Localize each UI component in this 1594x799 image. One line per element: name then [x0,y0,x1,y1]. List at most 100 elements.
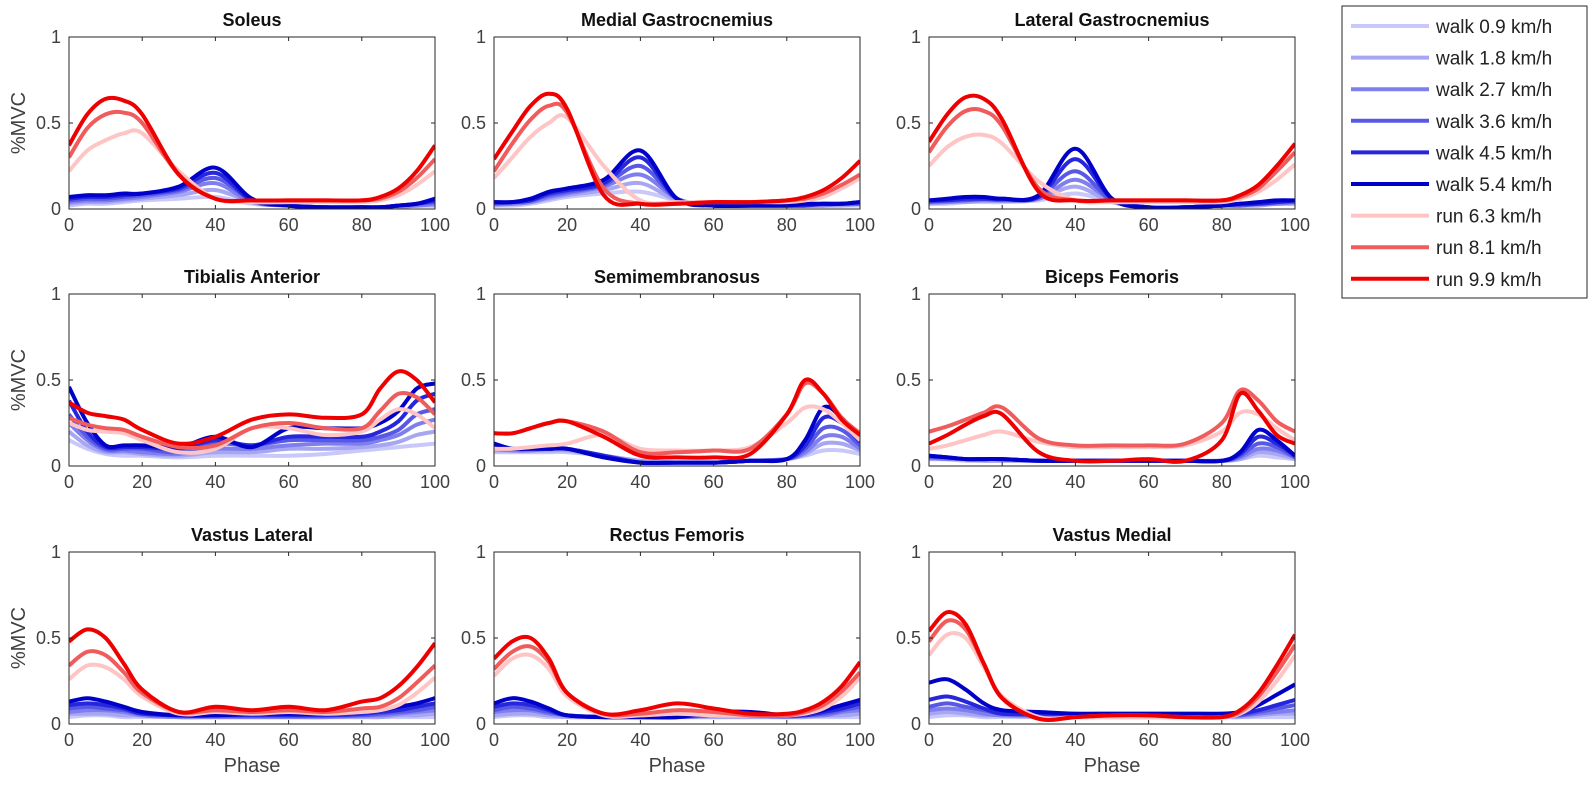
legend-label: run 9.9 km/h [1436,270,1542,291]
subplot-title: Vastus Medial [1052,525,1171,545]
legend-label: run 8.1 km/h [1436,238,1542,259]
subplot-title: Rectus Femoris [609,525,744,545]
y-tick-label: 0.5 [461,370,486,390]
x-tick-label: 80 [1212,215,1232,235]
series-line-run-9-9-km-h [929,93,1295,204]
legend-item: run 9.9 km/h [1351,270,1542,291]
x-tick-label: 40 [630,472,650,492]
x-tick-label: 80 [352,215,372,235]
x-tick-label: 100 [1280,730,1310,750]
y-tick-label: 1 [911,27,921,47]
x-tick-label: 60 [279,472,299,492]
subplot-vastus-lateral: 0 20 40 60 80 100 0 0.5 1 Vastus Lateral %MVC Phase [8,525,450,777]
subplot-title: Biceps Femoris [1045,267,1179,287]
y-tick-label: 0 [911,199,921,219]
x-tick-label: 80 [352,730,372,750]
y-tick-label: 0.5 [36,113,61,133]
x-tick-label: 20 [992,215,1012,235]
x-tick-label: 0 [64,215,74,235]
x-tick-label: 60 [704,730,724,750]
x-tick-label: 100 [420,215,450,235]
series-line-run-6-3-km-h [494,652,860,719]
x-tick-label: 80 [352,472,372,492]
y-tick-label: 1 [476,542,486,562]
plot-area [929,552,1295,724]
y-tick-label: 0.5 [896,370,921,390]
x-tick-label: 60 [1139,472,1159,492]
subplot-tibialis-anterior: 0 20 40 60 80 100 0 0.5 1 Tibialis Anterior %MVC [8,267,450,492]
subplot-title: Tibialis Anterior [184,267,320,287]
x-tick-label: 0 [489,472,499,492]
y-tick-label: 0 [911,456,921,476]
y-tick-label: 1 [51,284,61,304]
y-tick-label: 1 [476,27,486,47]
series-line-run-8-1-km-h [929,387,1295,448]
x-tick-label: 20 [992,472,1012,492]
x-tick-label: 40 [205,215,225,235]
series-line-run-9-9-km-h [494,634,860,717]
x-tick-label: 40 [1065,730,1085,750]
plot-area [494,294,860,466]
x-tick-label: 0 [924,215,934,235]
plot-area [929,37,1295,209]
y-tick-label: 0.5 [461,113,486,133]
x-tick-label: 40 [1065,215,1085,235]
x-tick-label: 100 [845,215,875,235]
x-tick-label: 40 [630,215,650,235]
x-tick-label: 0 [489,215,499,235]
series-line-walk-5-4-km-h [494,148,860,209]
y-tick-label: 1 [51,542,61,562]
subplot-title: Soleus [222,10,281,30]
y-tick-label: 0.5 [36,370,61,390]
series-line-run-9-9-km-h [929,390,1295,464]
x-tick-label: 60 [279,730,299,750]
legend-label: run 6.3 km/h [1436,207,1542,228]
x-tick-label: 100 [845,730,875,750]
x-tick-label: 20 [132,215,152,235]
x-tick-label: 20 [557,730,577,750]
y-tick-label: 1 [476,284,486,304]
y-tick-label: 0.5 [36,628,61,648]
plot-area [494,37,860,209]
subplot-rectus-femoris: 0 20 40 60 80 100 0 0.5 1 Rectus Femoris Phase [461,525,875,777]
x-tick-label: 0 [489,730,499,750]
y-axis-label: %MVC [8,349,30,411]
legend-label: walk 3.6 km/h [1435,112,1552,133]
series-line-run-8-1-km-h [69,390,435,450]
x-tick-label: 20 [992,730,1012,750]
subplot-title: Lateral Gastrocnemius [1014,10,1209,30]
y-tick-label: 0.5 [896,628,921,648]
legend-label: walk 5.4 km/h [1435,175,1552,196]
legend-item: walk 2.7 km/h [1351,80,1552,101]
x-tick-label: 20 [557,472,577,492]
x-tick-label: 0 [924,472,934,492]
x-tick-label: 100 [1280,472,1310,492]
legend-label: walk 1.8 km/h [1435,49,1552,70]
x-tick-label: 0 [924,730,934,750]
x-axis-label: Phase [649,755,706,777]
subplot-vastus-medial: 0 20 40 60 80 100 0 0.5 1 Vastus Medial Phase [896,525,1310,777]
x-tick-label: 0 [64,730,74,750]
series-line-walk-5-4-km-h [494,404,860,465]
x-axis-label: Phase [1084,755,1141,777]
x-tick-label: 80 [777,472,797,492]
x-tick-label: 100 [420,472,450,492]
subplot-medial-gastrocnemius: 0 20 40 60 80 100 0 0.5 1 Medial Gastrocnemius [461,10,875,235]
subplot-biceps-femoris: 0 20 40 60 80 100 0 0.5 1 Biceps Femoris [896,267,1310,492]
series-line-run-9-9-km-h [69,627,435,715]
x-tick-label: 40 [205,730,225,750]
x-tick-label: 80 [1212,472,1232,492]
y-tick-label: 0.5 [461,628,486,648]
series-line-walk-5-4-km-h [69,381,435,450]
plot-area [494,552,860,724]
x-tick-label: 20 [132,730,152,750]
legend-item: walk 5.4 km/h [1351,175,1552,196]
x-tick-label: 80 [1212,730,1232,750]
subplot-soleus: 0 20 40 60 80 100 0 0.5 1 Soleus %MVC [8,10,450,235]
x-tick-label: 100 [845,472,875,492]
y-tick-label: 0.5 [896,113,921,133]
x-tick-label: 40 [1065,472,1085,492]
subplot-title: Vastus Lateral [191,525,313,545]
x-tick-label: 20 [132,472,152,492]
